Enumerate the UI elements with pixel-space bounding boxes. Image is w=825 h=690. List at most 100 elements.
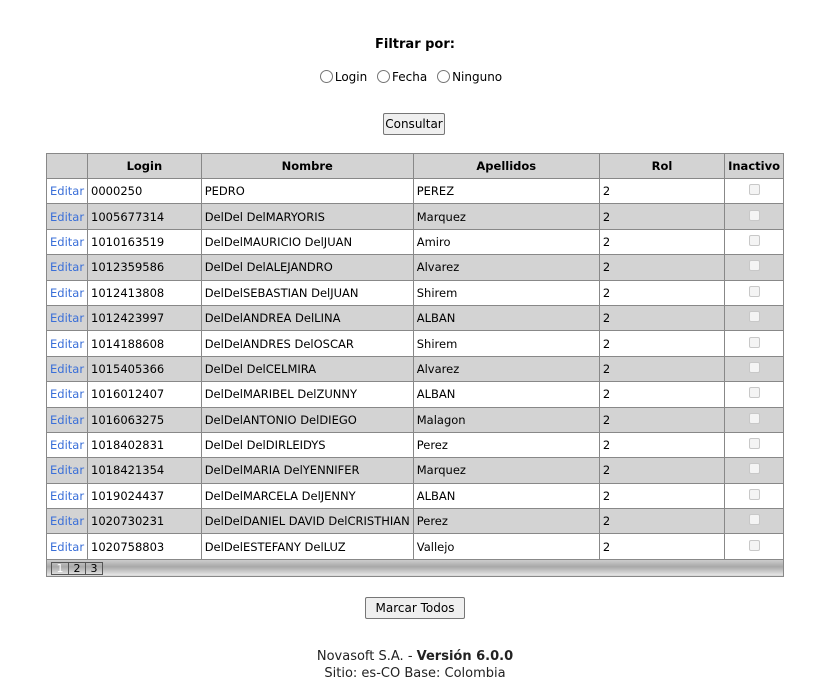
inactivo-checkbox[interactable] xyxy=(748,184,760,196)
page-link[interactable]: 2 xyxy=(68,561,86,575)
login-cell: 0000250 xyxy=(87,177,202,205)
edit-link[interactable]: Editar xyxy=(50,539,85,554)
rol-cell: 2 xyxy=(598,304,726,332)
edit-link[interactable]: Editar xyxy=(50,438,85,453)
edit-link[interactable]: Editar xyxy=(50,336,85,351)
apellidos-cell: Perez xyxy=(412,508,600,535)
nombre-cell: PEDRO xyxy=(200,177,414,205)
edit-link[interactable]: Editar xyxy=(50,311,85,326)
edit-cell: Editar xyxy=(45,330,89,357)
login-cell: 1014188608 xyxy=(87,330,202,357)
apellidos-cell: Marquez xyxy=(412,457,600,484)
apellidos-cell: ALBAN xyxy=(412,304,600,332)
edit-cell: Editar xyxy=(45,254,89,281)
nombre-cell: DelDelMAURICIO DelJUAN xyxy=(200,228,414,256)
inactivo-cell xyxy=(724,406,784,433)
table-row: Editar 1020758803 DelDelESTEFANY DelLUZ … xyxy=(45,533,784,560)
radio-button[interactable] xyxy=(437,70,451,83)
inactivo-cell xyxy=(724,304,784,332)
inactivo-checkbox[interactable] xyxy=(748,463,760,475)
nombre-cell: DelDel DelALEJANDRO xyxy=(200,254,414,281)
inactivo-checkbox[interactable] xyxy=(748,234,760,246)
page-link[interactable]: 1 xyxy=(51,561,69,575)
edit-link[interactable]: Editar xyxy=(50,361,85,376)
nombre-cell: DelDelANTONIO DelDIEGO xyxy=(200,406,414,433)
apellidos-cell: ALBAN xyxy=(412,482,600,510)
table-row: Editar 1016063275 DelDelANTONIO DelDIEGO… xyxy=(45,406,784,433)
radio-button[interactable] xyxy=(377,70,391,83)
radio-ninguno[interactable]: Ninguno xyxy=(437,70,502,84)
filter-title: Filtrar por: xyxy=(375,37,455,52)
apellidos-cell: Malagon xyxy=(412,406,600,433)
edit-cell: Editar xyxy=(45,533,89,560)
inactivo-checkbox[interactable] xyxy=(748,311,760,323)
inactivo-checkbox[interactable] xyxy=(748,514,760,526)
rol-cell: 2 xyxy=(598,533,726,560)
inactivo-checkbox[interactable] xyxy=(748,488,760,500)
inactivo-checkbox[interactable] xyxy=(748,285,760,297)
login-cell: 1016063275 xyxy=(87,406,202,433)
radio-fecha[interactable]: Fecha xyxy=(377,70,427,84)
inactivo-cell xyxy=(724,203,784,230)
table-row: Editar 1015405366 DelDel DelCELMIRA Alva… xyxy=(45,355,784,383)
column-header xyxy=(45,153,89,179)
login-cell: 1012423997 xyxy=(87,304,202,332)
inactivo-checkbox[interactable] xyxy=(748,539,760,551)
version: Versión 6.0.0 xyxy=(416,649,514,664)
inactivo-checkbox[interactable] xyxy=(748,438,760,450)
edit-link[interactable]: Editar xyxy=(50,488,85,503)
edit-link[interactable]: Editar xyxy=(50,209,85,224)
apellidos-cell: Alvarez xyxy=(412,254,600,281)
rol-cell: 2 xyxy=(598,431,726,459)
edit-link[interactable]: Editar xyxy=(50,412,85,427)
edit-link[interactable]: Editar xyxy=(50,234,85,249)
edit-link[interactable]: Editar xyxy=(50,260,85,275)
table-row: Editar 1016012407 DelDelMARIBEL DelZUNNY… xyxy=(45,381,784,408)
table-row: Editar 1020730231 DelDelDANIEL DAVID Del… xyxy=(45,508,784,535)
inactivo-checkbox[interactable] xyxy=(748,361,760,373)
edit-link[interactable]: Editar xyxy=(50,387,85,402)
edit-link[interactable]: Editar xyxy=(50,184,85,199)
nombre-cell: DelDelDANIEL DAVID DelCRISTHIAN xyxy=(200,508,414,535)
rol-cell: 2 xyxy=(598,228,726,256)
login-cell: 1016012407 xyxy=(87,381,202,408)
table-row: Editar 1012423997 DelDelANDREA DelLINA A… xyxy=(45,304,784,332)
site-info: Sitio: es-CO Base: Colombia xyxy=(324,666,506,681)
page-link[interactable]: 3 xyxy=(85,561,103,575)
inactivo-cell xyxy=(724,508,784,535)
inactivo-cell xyxy=(724,228,784,256)
rol-cell: 2 xyxy=(598,355,726,383)
rol-cell: 2 xyxy=(598,457,726,484)
inactivo-checkbox[interactable] xyxy=(748,387,760,399)
nombre-cell: DelDelANDREA DelLINA xyxy=(200,304,414,332)
apellidos-cell: PEREZ xyxy=(412,177,600,205)
radio-label: Ninguno xyxy=(452,70,503,84)
edit-cell: Editar xyxy=(45,406,89,433)
login-cell: 1010163519 xyxy=(87,228,202,256)
edit-link[interactable]: Editar xyxy=(50,463,85,478)
rol-cell: 2 xyxy=(598,279,726,306)
rol-cell: 2 xyxy=(598,330,726,357)
table-row: Editar 1014188608 DelDelANDRES DelOSCAR … xyxy=(45,330,784,357)
edit-cell: Editar xyxy=(45,228,89,256)
radio-button[interactable] xyxy=(319,70,333,83)
nombre-cell: DelDelSEBASTIAN DelJUAN xyxy=(200,279,414,306)
inactivo-cell xyxy=(724,254,784,281)
edit-link[interactable]: Editar xyxy=(50,514,85,529)
consultar-button[interactable]: Consultar xyxy=(383,113,445,135)
table-row: Editar 1012413808 DelDelSEBASTIAN DelJUA… xyxy=(45,279,784,306)
apellidos-cell: Alvarez xyxy=(412,355,600,383)
edit-cell: Editar xyxy=(45,431,89,459)
inactivo-checkbox[interactable] xyxy=(748,209,760,221)
inactivo-checkbox[interactable] xyxy=(748,260,760,272)
rol-cell: 2 xyxy=(598,381,726,408)
marcar-todos-button[interactable]: Marcar Todos xyxy=(365,597,465,619)
inactivo-checkbox[interactable] xyxy=(748,336,760,348)
radio-login[interactable]: Login xyxy=(319,70,367,84)
inactivo-cell xyxy=(724,533,784,560)
login-cell: 1020730231 xyxy=(87,508,202,535)
inactivo-checkbox[interactable] xyxy=(748,412,760,424)
inactivo-cell xyxy=(724,431,784,459)
login-cell: 1012359586 xyxy=(87,254,202,281)
edit-link[interactable]: Editar xyxy=(50,285,85,300)
